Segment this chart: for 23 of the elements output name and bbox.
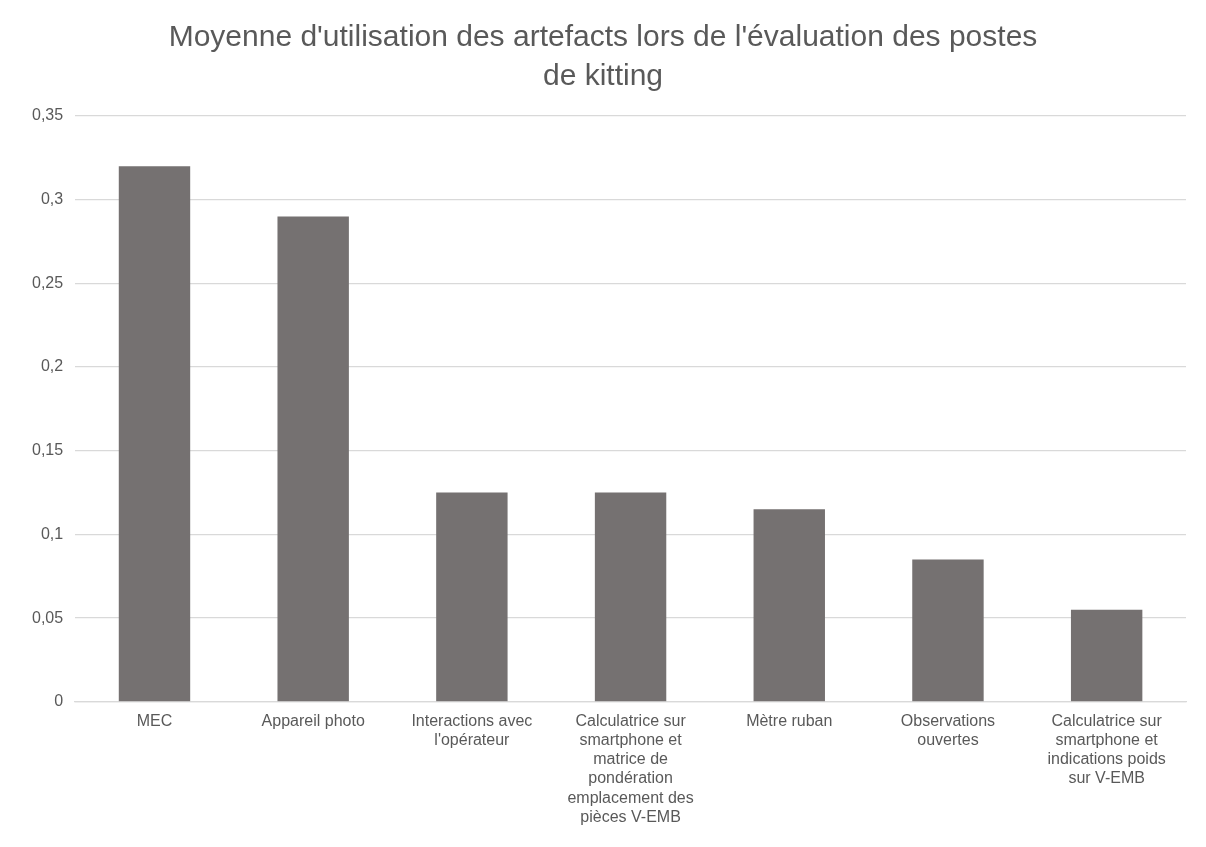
y-tick-label: 0,25 — [32, 273, 64, 291]
x-tick-label: Interactions avec l'opérateur — [411, 711, 533, 749]
bar — [436, 492, 508, 702]
x-tick-label: Mètre ruban — [746, 711, 833, 729]
y-tick-label: 0,2 — [40, 357, 64, 375]
y-tick-label: 0,1 — [40, 524, 64, 542]
x-tick-label: Appareil photo — [261, 711, 365, 729]
x-tick-label: Observations ouvertes — [900, 711, 996, 749]
bar — [594, 492, 667, 702]
x-tick-label: Calculatrice sur smartphone et indications poids sur V-EMB — [1047, 711, 1166, 787]
bar — [118, 166, 191, 702]
y-tick-label: 0,35 — [32, 106, 64, 124]
chart-title: Moyenne d'utilisation des artefacts lors de l'évaluation des postes de kitting — [168, 18, 1038, 91]
bar — [753, 509, 825, 702]
x-tick-label: Calculatrice sur smartphone et matrice de pondération emplacement des pièces V-EMB — [567, 711, 694, 825]
y-tick-label: 0,3 — [40, 190, 64, 208]
y-tick-label: 0 — [54, 692, 64, 710]
bar — [277, 216, 349, 702]
y-tick-label: 0,15 — [32, 441, 64, 459]
bar — [912, 559, 984, 702]
bar — [1070, 609, 1143, 702]
y-tick-label: 0,05 — [32, 608, 64, 626]
x-tick-label: MEC — [136, 711, 173, 729]
